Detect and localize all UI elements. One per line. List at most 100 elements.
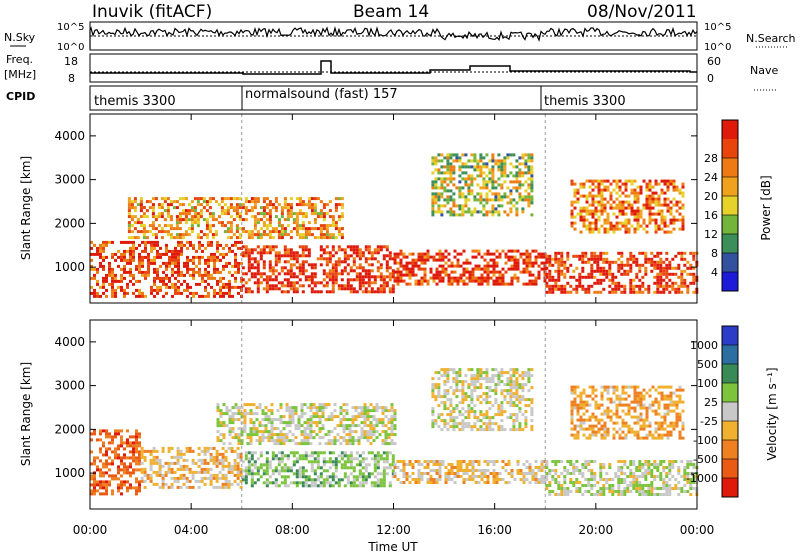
heatmap-cell: [443, 371, 447, 375]
heatmap-cell: [162, 279, 165, 283]
heatmap-cell: [596, 257, 600, 261]
heatmap-cell: [337, 215, 341, 219]
heatmap-cell: [465, 276, 469, 280]
heatmap-cell: [232, 206, 236, 210]
heatmap-cell: [503, 159, 507, 163]
heatmap-cell: [382, 284, 386, 288]
heatmap-cell: [650, 490, 654, 493]
heatmap-cell: [399, 481, 403, 484]
heatmap-cell: [659, 251, 663, 255]
heatmap-cell: [173, 479, 177, 483]
heatmap-cell: [654, 218, 658, 222]
heatmap-cell: [313, 203, 317, 207]
heatmap-cell: [120, 285, 123, 289]
heatmap-cell: [105, 276, 108, 280]
heatmap-cell: [498, 255, 502, 259]
heatmap-cell: [626, 475, 630, 478]
heatmap-cell: [656, 251, 660, 255]
heatmap-cell: [231, 418, 235, 422]
heatmap-cell: [373, 484, 377, 488]
heatmap-cell: [446, 156, 450, 160]
heatmap-cell: [295, 460, 299, 464]
heatmap-cell: [220, 206, 224, 210]
heatmap-cell: [236, 467, 240, 471]
heatmap-cell: [486, 273, 490, 277]
heatmap-cell: [138, 486, 141, 490]
heatmap-cell: [551, 257, 555, 261]
heatmap-cell: [224, 464, 228, 468]
heatmap-cell: [130, 224, 134, 228]
heatmap-cell: [253, 227, 257, 231]
heatmap-cell: [489, 472, 493, 475]
heatmap-cell: [247, 472, 251, 476]
heatmap-cell: [295, 275, 299, 279]
heatmap-cell: [259, 463, 263, 467]
heatmap-cell: [420, 282, 424, 286]
heatmap-cell: [349, 248, 353, 252]
heatmap-cell: [534, 282, 538, 286]
heatmap-cell: [515, 213, 519, 217]
heatmap-cell: [127, 206, 131, 210]
heatmap-cell: [256, 263, 260, 267]
heatmap-cell: [182, 482, 186, 486]
heatmap-cell: [657, 227, 661, 231]
heatmap-cell: [485, 195, 489, 199]
heatmap-cell: [618, 221, 622, 225]
heatmap-cell: [644, 478, 648, 481]
heatmap-cell: [255, 412, 259, 416]
heatmap-cell: [295, 290, 299, 294]
heatmap-cell: [267, 415, 271, 419]
heatmap-cell: [292, 227, 296, 231]
heatmap-cell: [587, 287, 591, 291]
heatmap-cell: [262, 200, 266, 204]
heatmap-cell: [212, 485, 216, 489]
heatmap-cell: [420, 279, 424, 283]
heatmap-cell: [176, 452, 180, 456]
heatmap-cell: [385, 451, 389, 455]
heatmap-cell: [608, 278, 612, 282]
heatmap-cell: [659, 475, 663, 478]
heatmap-cell: [120, 273, 123, 277]
heatmap-cell: [405, 267, 409, 271]
heatmap-cell: [213, 291, 216, 295]
heatmap-cell: [620, 481, 624, 484]
heatmap-cell: [594, 227, 598, 231]
heatmap-cell: [355, 254, 359, 258]
heatmap-cell: [135, 432, 138, 436]
heatmap-cell: [692, 251, 696, 255]
heatmap-cell: [387, 409, 391, 413]
heatmap-cell: [671, 475, 675, 478]
heatmap-cell: [224, 476, 228, 480]
heatmap-cell: [310, 469, 314, 473]
heatmap-cell: [219, 291, 222, 295]
heatmap-cell: [168, 255, 171, 259]
heatmap-cell: [376, 275, 380, 279]
heatmap-cell: [494, 159, 498, 163]
heatmap-cell: [262, 230, 266, 234]
heatmap-cell: [522, 267, 526, 271]
heatmap-cell: [255, 427, 259, 431]
heatmap-cell: [256, 269, 260, 273]
heatmap-cell: [468, 478, 472, 481]
heatmap-cell: [606, 200, 610, 204]
heatmap-cell: [274, 454, 278, 458]
heatmap-cell: [162, 261, 165, 265]
heatmap-cell: [155, 470, 159, 474]
heatmap-cell: [279, 442, 283, 446]
heatmap-cell: [132, 435, 135, 439]
heatmap-cell: [297, 415, 301, 419]
heatmap-cell: [90, 489, 93, 493]
heatmap-cell: [668, 493, 672, 496]
heatmap-cell: [560, 263, 564, 267]
heatmap-cell: [216, 255, 219, 259]
heatmap-cell: [644, 460, 648, 463]
heatmap-cell: [606, 185, 610, 189]
heatmap-cell: [683, 484, 687, 487]
heatmap-cell: [669, 209, 673, 213]
heatmap-cell: [182, 458, 186, 462]
heatmap-cell: [363, 421, 367, 425]
heatmap-cell: [605, 478, 609, 481]
heatmap-cell: [190, 215, 194, 219]
heatmap-cell: [611, 484, 615, 487]
heatmap-cell: [501, 249, 505, 253]
